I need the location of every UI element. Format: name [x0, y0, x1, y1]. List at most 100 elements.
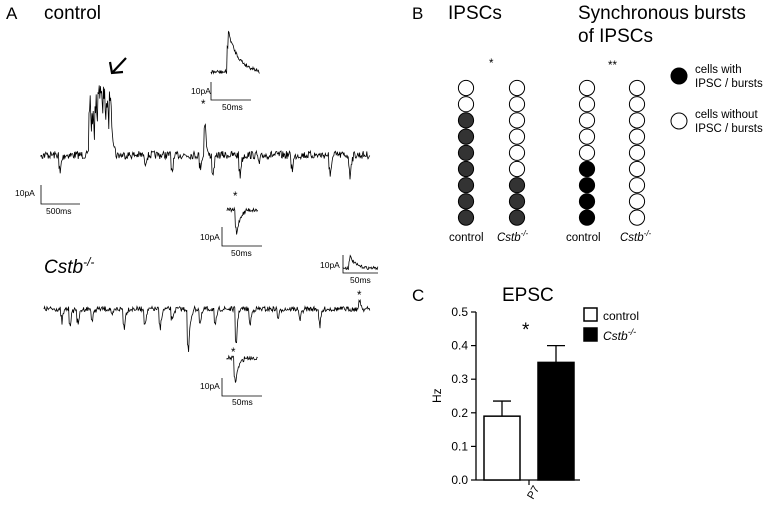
cell-column-0 [457, 79, 475, 226]
column-label-control-ipsc: control [449, 232, 484, 244]
cell-circle-filled [457, 160, 475, 178]
chart-legend: control Cstb-/- [583, 307, 639, 343]
cell-circle-empty [628, 160, 646, 178]
bar-cstb [537, 361, 575, 481]
cell-circle-filled [457, 193, 475, 210]
significance-star: * [522, 320, 530, 341]
cell-circle-empty [578, 112, 596, 129]
legend-filled-line1: cells with [695, 64, 742, 76]
cell-circle-empty [457, 79, 475, 97]
legend-empty-line2: IPSC / bursts [695, 123, 763, 135]
legend-swatch-control [583, 307, 598, 322]
main-time-label: 500ms [46, 206, 72, 216]
arrow-icon [108, 57, 127, 75]
inset-amp-label: 10pA [191, 86, 211, 96]
panel-letter-a: A [6, 4, 18, 23]
svg-text:Cstb-/-: Cstb-/- [44, 255, 94, 278]
panel-c: C EPSC Hz 0.0 0.1 0.2 0.3 0.4 0.5 P7 * control… [412, 285, 639, 502]
legend-filled-circle [670, 67, 688, 85]
cell-circle-empty [628, 193, 646, 210]
legend-filled-line2: IPSC / bursts [695, 78, 763, 90]
svg-text:10pA: 10pA [200, 232, 220, 242]
cell-circle-empty [628, 144, 646, 161]
cell-circle-empty [508, 79, 526, 97]
chart-title: EPSC [502, 285, 554, 306]
y-tick-label: 0.2 [451, 406, 468, 420]
y-tick-label: 0.4 [451, 339, 468, 353]
ipsc-star-marker: * [201, 99, 206, 111]
column-labels: control Cstb-/- control Cstb-/- [449, 229, 652, 244]
svg-text:50ms: 50ms [232, 397, 253, 407]
column-label-cstb-bursts: Cstb-/- [620, 229, 652, 244]
cell-circle-empty [628, 96, 646, 113]
cell-circle-empty [628, 177, 646, 194]
control-trace-label: control [44, 3, 101, 24]
cell-circle-empty [578, 96, 596, 113]
main-scale-bar: 10pA 500ms [15, 185, 80, 216]
inset-scale-bar: 10pA 50ms [191, 82, 251, 112]
inset-scale-bar: 10pA 50ms [320, 255, 378, 285]
y-axis-label: Hz [430, 388, 444, 403]
bursts-title-line1: Synchronous bursts [578, 3, 746, 24]
svg-text:10pA: 10pA [200, 381, 220, 391]
panel-b: B IPSCs Synchronous bursts of IPSCs * **… [412, 3, 763, 244]
cell-circle-empty [578, 144, 596, 161]
legend-label-cstb: Cstb-/- [603, 327, 636, 343]
cell-column-2 [578, 79, 596, 226]
circle-legend: cells with IPSC / bursts cells without I… [670, 64, 763, 135]
svg-text:50ms: 50ms [350, 275, 371, 285]
cell-circle-empty [578, 128, 596, 145]
cstb-trace-label: Cstb-/- [44, 255, 94, 278]
panel-a: A control * 10pA 50ms 10pA 500ms * 10 [6, 3, 379, 407]
svg-text:50ms: 50ms [231, 248, 252, 258]
cell-circle-empty [628, 209, 646, 226]
cell-circle-filled [457, 144, 475, 161]
panel-letter-b: B [412, 4, 423, 23]
cell-column-3 [628, 79, 646, 226]
cell-circle-empty [457, 96, 475, 113]
inset-scale-bar: 10pA 50ms [200, 378, 262, 407]
cell-circle-empty [508, 112, 526, 129]
cstb-ipsc-inset-trace [342, 254, 379, 271]
inset-star-marker: * [233, 191, 238, 203]
legend-empty-line1: cells without [695, 109, 758, 121]
cstb-current-trace [43, 298, 371, 353]
cell-circle-columns [457, 79, 646, 226]
main-amp-label: 10pA [15, 188, 35, 198]
bursts-significance: ** [608, 60, 617, 72]
control-current-trace [40, 85, 371, 180]
column-label-control-bursts: control [566, 232, 601, 244]
ipsc-inset-trace [210, 30, 260, 75]
cell-circle-empty [508, 128, 526, 145]
cell-circle-filled [457, 112, 475, 129]
bursts-title-line2: of IPSCs [578, 26, 653, 47]
ipsc-significance: * [489, 58, 494, 70]
cell-circle-filled [508, 177, 526, 194]
legend-swatch-cstb [583, 327, 598, 342]
epsc-bar-chart: 0.0 0.1 0.2 0.3 0.4 0.5 P7 [451, 305, 580, 502]
cell-circle-filled [578, 177, 596, 194]
inward-event-inset-trace [226, 206, 258, 235]
cell-circle-empty [628, 79, 646, 97]
ipsc-title: IPSCs [448, 3, 502, 24]
cell-circle-empty [508, 96, 526, 113]
inset-scale-bar: 10pA 50ms [200, 227, 262, 258]
cstb-inward-inset-trace [226, 354, 258, 383]
y-tick-label: 0.5 [451, 305, 468, 319]
svg-text:10pA: 10pA [320, 260, 340, 270]
cell-column-1 [508, 79, 526, 226]
column-label-cstb-ipsc: Cstb-/- [497, 229, 529, 244]
bar-control [483, 415, 521, 481]
cstb-star-marker: * [357, 290, 362, 302]
cell-circle-filled [457, 209, 475, 226]
inset-star-marker: * [231, 347, 236, 359]
cell-circle-empty [628, 112, 646, 129]
cell-circle-filled [508, 193, 526, 210]
legend-empty-circle [670, 112, 688, 130]
cell-circle-filled [578, 193, 596, 210]
legend-label-control: control [603, 309, 639, 323]
cell-circle-filled [578, 160, 596, 178]
inset-time-label: 50ms [222, 102, 243, 112]
y-tick-label: 0.0 [451, 473, 468, 487]
